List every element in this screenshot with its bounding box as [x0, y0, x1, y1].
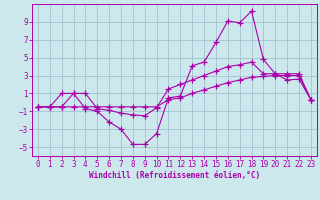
- X-axis label: Windchill (Refroidissement éolien,°C): Windchill (Refroidissement éolien,°C): [89, 171, 260, 180]
